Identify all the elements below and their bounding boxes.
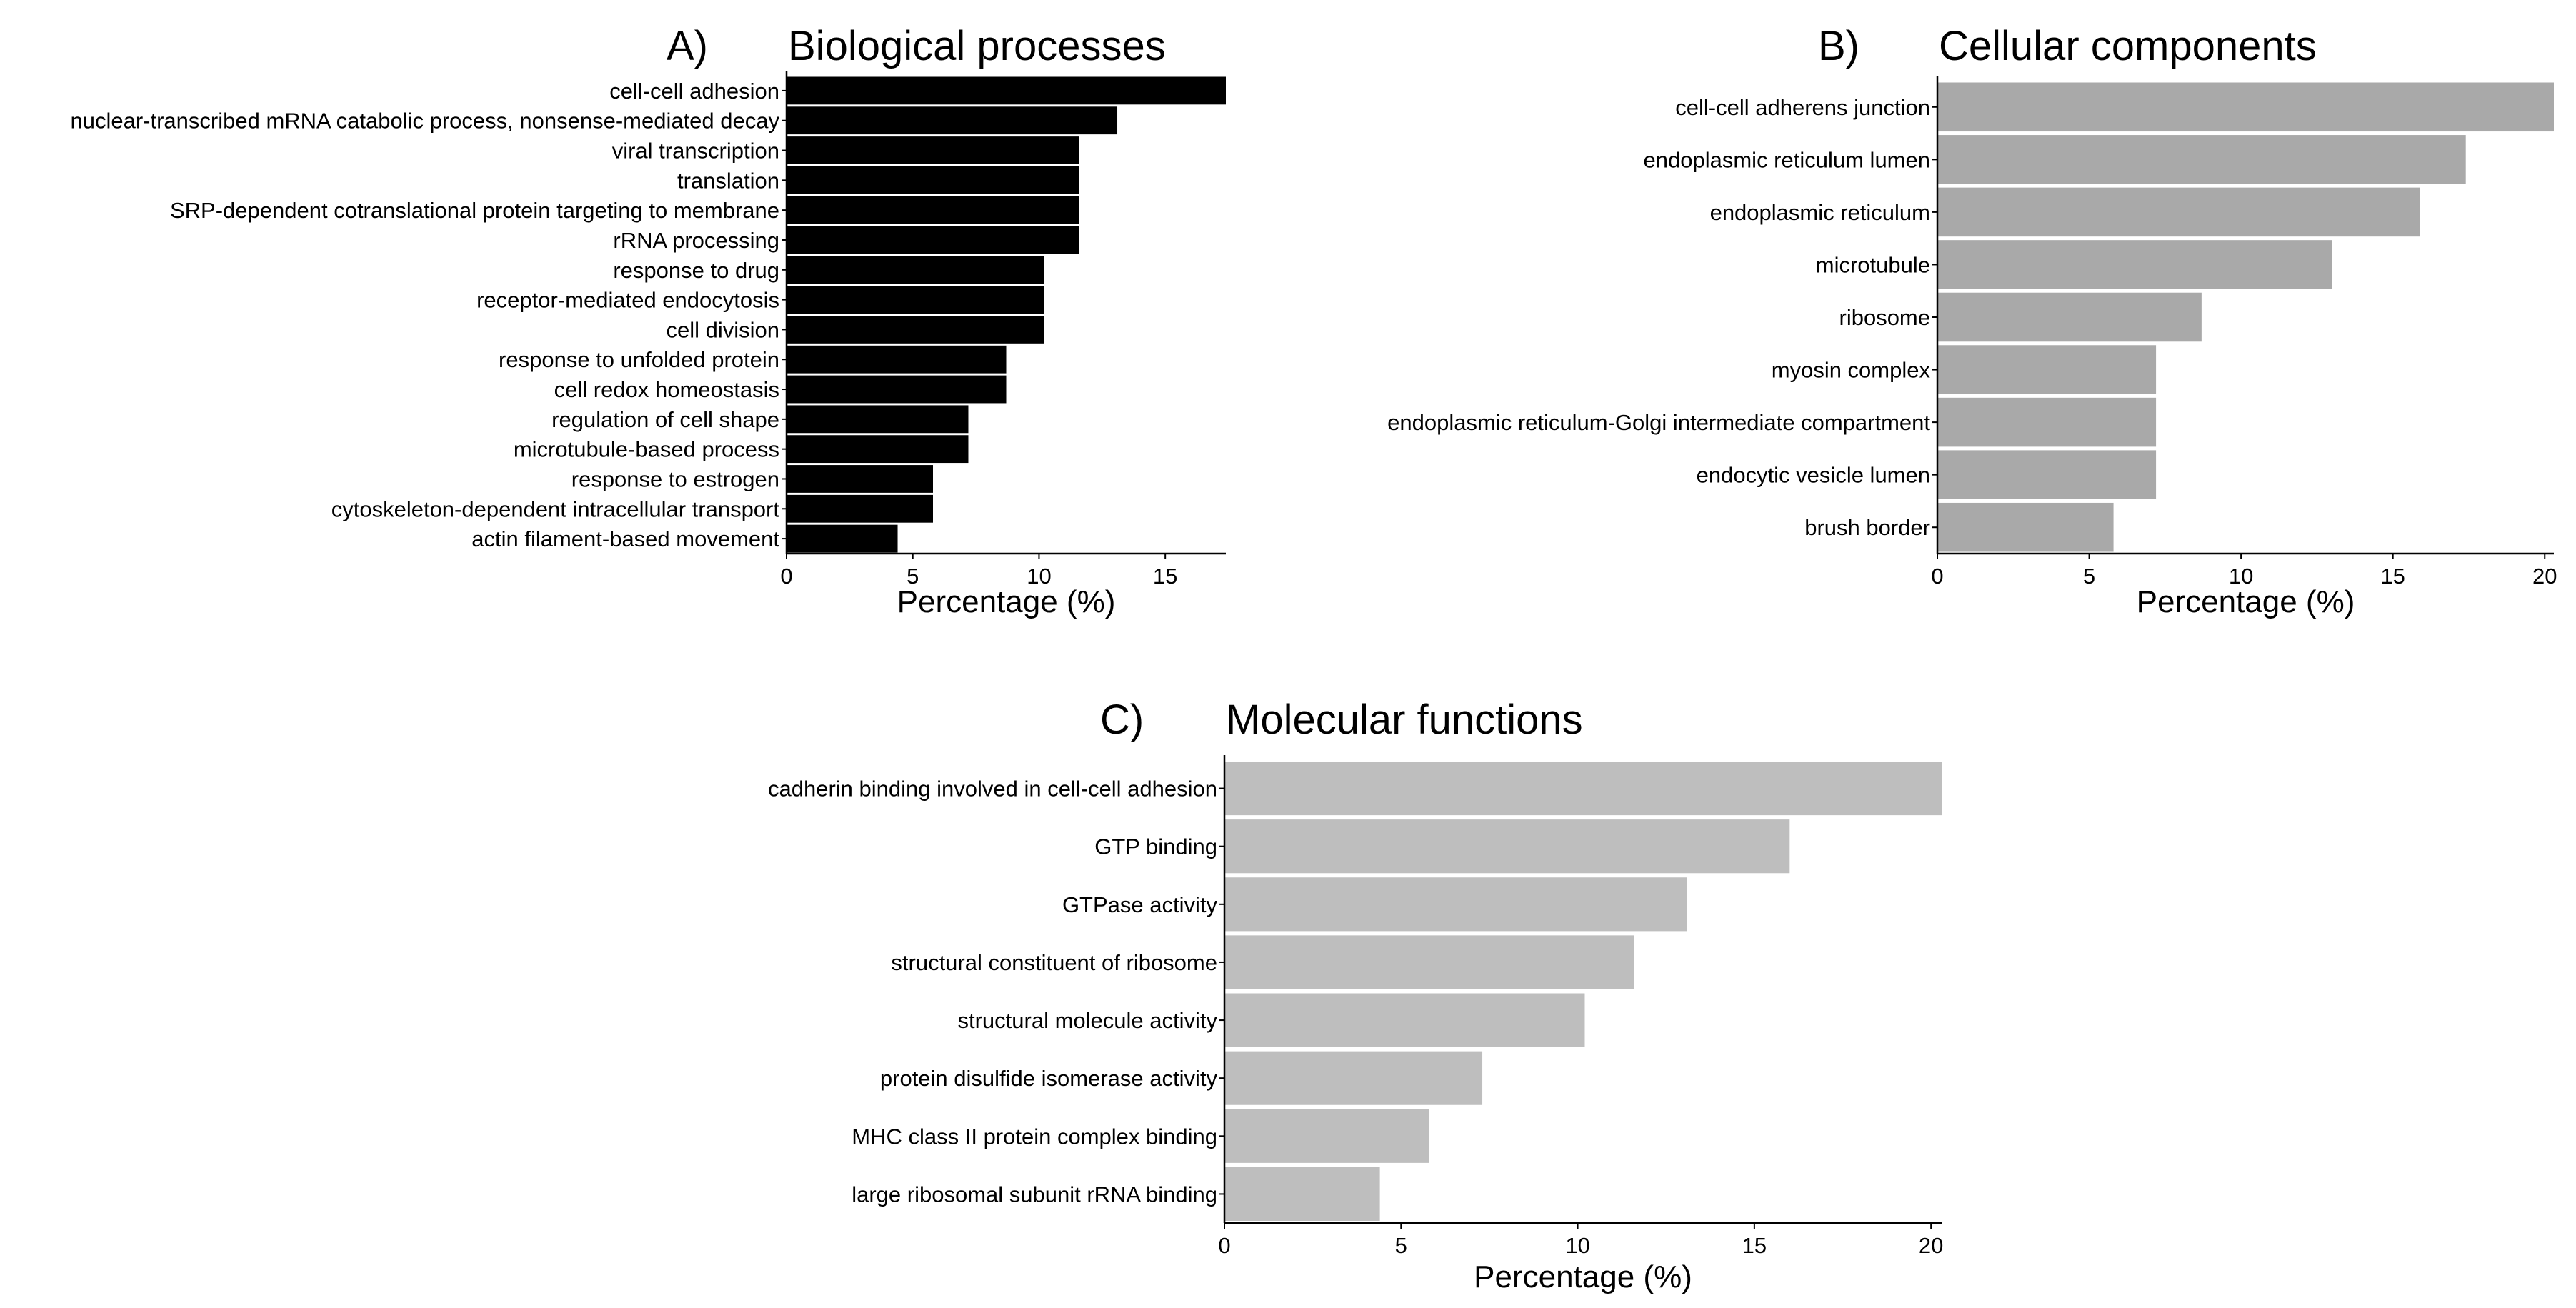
bar (1224, 1051, 1483, 1105)
category-label: brush border (1804, 515, 1930, 540)
panel-letter: C) (1100, 697, 1144, 743)
category-label: receptor-mediated endocytosis (476, 288, 779, 313)
panel-c-molecular-functions: cadherin binding involved in cell-cell a… (768, 697, 1943, 1294)
bar (1224, 935, 1634, 989)
category-label: response to unfolded protein (499, 347, 779, 372)
panel-letter: A) (667, 23, 708, 69)
bar (787, 524, 898, 553)
category-label: viral transcription (612, 139, 779, 164)
bar (1937, 397, 2157, 447)
bar (787, 435, 969, 464)
category-label: ribosome (1839, 305, 1931, 330)
category-label: actin filament-based movement (471, 526, 779, 551)
x-axis-title: Percentage (%) (2137, 584, 2355, 619)
bar (1224, 877, 1687, 932)
bar (1224, 762, 1942, 816)
panel-b-cellular-components: cell-cell adherens junction endoplasmic r… (1387, 23, 2557, 619)
x-tick-label: 10 (1565, 1233, 1589, 1258)
category-label: cytoskeleton-dependent intracellular tra… (331, 496, 780, 521)
bar (1937, 292, 2202, 342)
bar (787, 136, 1079, 164)
bar (787, 316, 1044, 344)
bar (1937, 82, 2554, 132)
category-label: GTP binding (1094, 834, 1217, 859)
x-axis-title: Percentage (%) (1474, 1259, 1692, 1294)
category-label: protein disulfide isomerase activity (880, 1066, 1218, 1091)
bar (787, 226, 1079, 254)
category-label: response to estrogen (571, 466, 779, 491)
bar (787, 286, 1044, 314)
bar (787, 166, 1079, 194)
bar (787, 76, 1226, 105)
x-tick-label: 20 (1919, 1233, 1943, 1258)
x-tick-label: 0 (1218, 1233, 1230, 1258)
category-label: cell division (666, 317, 779, 342)
bar (787, 494, 933, 523)
x-tick-label: 15 (1153, 564, 1177, 589)
chart-title: Cellular components (1939, 23, 2317, 69)
bar (1937, 187, 2420, 237)
bar (1937, 450, 2157, 499)
chart-title: Biological processes (788, 23, 1166, 69)
category-label: response to drug (613, 258, 779, 283)
chart-title: Molecular functions (1226, 697, 1583, 743)
bar (787, 196, 1079, 224)
bar (787, 465, 933, 493)
category-label: translation (677, 168, 779, 193)
category-label: structural constituent of ribosome (891, 950, 1217, 975)
bar (1224, 1109, 1429, 1163)
category-label: microtubule (1816, 252, 1930, 277)
bar (1937, 345, 2157, 394)
bar (787, 405, 969, 434)
x-tick-label: 20 (2532, 564, 2557, 589)
category-label: large ribosomal subunit rRNA binding (852, 1182, 1217, 1207)
bar (1937, 240, 2332, 289)
x-axis-title: Percentage (%) (897, 584, 1116, 619)
bar (787, 106, 1118, 135)
category-label: structural molecule activity (957, 1008, 1217, 1033)
bar (1224, 819, 1790, 874)
x-tick-label: 15 (1742, 1233, 1767, 1258)
category-label: cell-cell adhesion (609, 79, 779, 104)
x-tick-label: 5 (1395, 1233, 1407, 1258)
x-tick-label: 15 (2380, 564, 2405, 589)
category-label: nuclear-transcribed mRNA catabolic proce… (71, 109, 780, 134)
category-label: microtubule-based process (514, 437, 779, 462)
category-label: regulation of cell shape (551, 407, 779, 432)
x-tick-label: 10 (1027, 564, 1051, 589)
category-label: cadherin binding involved in cell-cell a… (768, 777, 1217, 802)
panel-a-biological-processes: cell-cell adhesion nuclear-transcribed mR… (71, 23, 1226, 619)
bar (1937, 135, 2466, 184)
x-tick-label: 10 (2229, 564, 2253, 589)
bar (1937, 502, 2114, 552)
bar (787, 345, 1007, 374)
category-label: endoplasmic reticulum-Golgi intermediate… (1387, 410, 1930, 435)
bar (1224, 993, 1585, 1047)
category-label: GTPase activity (1062, 892, 1218, 917)
x-tick-label: 5 (2083, 564, 2095, 589)
category-label: cell redox homeostasis (554, 377, 779, 402)
bar (787, 375, 1007, 404)
x-tick-label: 5 (907, 564, 919, 589)
category-label: rRNA processing (613, 228, 779, 253)
category-label: endocytic vesicle lumen (1697, 463, 1930, 488)
category-label: endoplasmic reticulum (1710, 200, 1930, 225)
category-label: endoplasmic reticulum lumen (1644, 147, 1930, 172)
category-label: SRP-dependent cotranslational protein ta… (170, 198, 779, 223)
bar (1224, 1167, 1380, 1221)
x-tick-label: 0 (1931, 564, 1943, 589)
category-label: myosin complex (1772, 358, 1931, 383)
category-label: MHC class II protein complex binding (852, 1124, 1217, 1149)
x-tick-label: 0 (780, 564, 792, 589)
panel-letter: B) (1818, 23, 1859, 69)
bar (787, 256, 1044, 284)
category-label: cell-cell adherens junction (1675, 95, 1930, 120)
